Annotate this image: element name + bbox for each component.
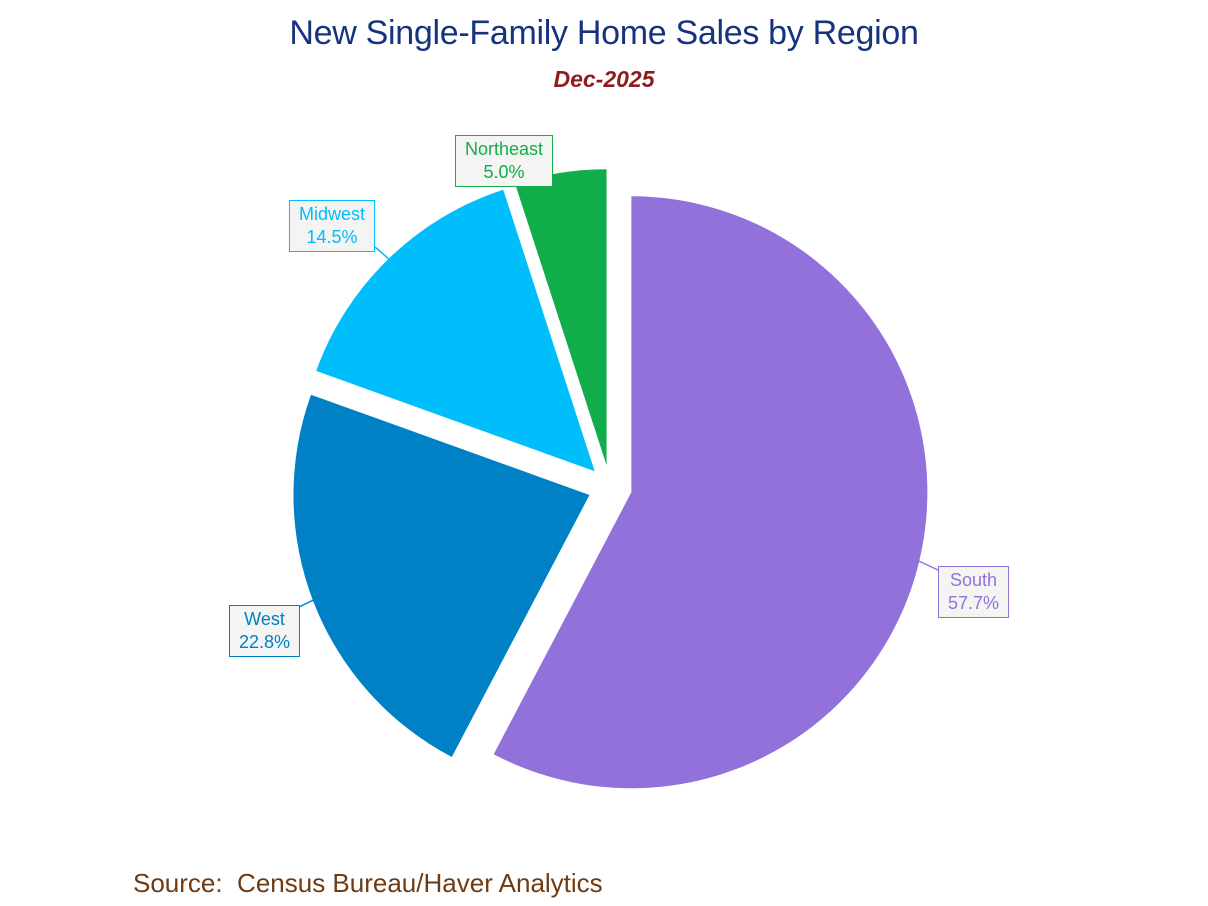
pie-label-south: South 57.7%: [938, 566, 1010, 618]
leader-line-west: [298, 592, 329, 608]
pie-label-west-value: 22.8%: [239, 632, 291, 652]
pie-label-midwest-name: Midwest: [299, 204, 366, 224]
leader-line-south: [907, 555, 939, 571]
pie-label-south-name: South: [950, 570, 998, 590]
pie-slice-west: [293, 394, 590, 757]
leader-line-midwest: [374, 246, 398, 267]
pie-slice-south: [493, 196, 928, 789]
leader-line-northeast: [553, 183, 572, 200]
pie-slice-midwest: [316, 189, 595, 472]
pie-label-midwest-value: 14.5%: [306, 227, 358, 247]
chart-subtitle: Dec-2025: [553, 66, 655, 92]
pie-label-west: West 22.8%: [229, 605, 301, 657]
pie-label-northeast: Northeast 5.0%: [455, 135, 554, 187]
pie-label-northeast-name: Northeast: [465, 139, 544, 159]
pie-label-northeast-value: 5.0%: [483, 162, 525, 182]
pie-slice-northeast: [515, 169, 607, 466]
chart-title: New Single-Family Home Sales by Region: [289, 14, 919, 52]
pie-label-west-name: West: [244, 609, 285, 629]
pie-label-midwest: Midwest 14.5%: [289, 200, 376, 252]
source-note: Source: Census Bureau/Haver Analytics: [133, 868, 603, 898]
pie-label-south-value: 57.7%: [948, 593, 1000, 613]
